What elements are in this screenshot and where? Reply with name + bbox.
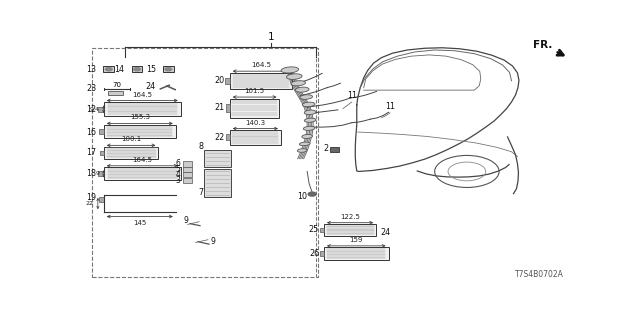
Text: 14: 14 xyxy=(115,65,125,74)
Bar xyxy=(99,129,104,134)
Text: 8: 8 xyxy=(198,141,203,151)
Text: 11: 11 xyxy=(385,102,395,111)
Text: 5: 5 xyxy=(176,165,180,174)
Text: 140.3: 140.3 xyxy=(245,120,266,126)
Text: 24: 24 xyxy=(380,228,390,237)
Text: 122.5: 122.5 xyxy=(340,214,360,220)
Text: 20: 20 xyxy=(214,76,225,85)
Bar xyxy=(163,67,173,72)
Ellipse shape xyxy=(300,142,310,146)
Text: 6: 6 xyxy=(176,159,180,168)
Bar xyxy=(104,125,176,138)
Text: 9: 9 xyxy=(211,237,215,246)
Text: 18: 18 xyxy=(86,169,97,179)
Text: 1: 1 xyxy=(268,32,275,42)
Bar xyxy=(182,167,191,172)
Ellipse shape xyxy=(303,126,315,130)
Circle shape xyxy=(165,68,172,71)
Bar xyxy=(92,48,318,277)
Bar xyxy=(226,134,230,140)
Text: 9: 9 xyxy=(184,216,189,225)
Text: 164.5: 164.5 xyxy=(132,157,152,163)
Text: 25: 25 xyxy=(309,225,319,234)
Bar xyxy=(230,130,281,145)
Bar xyxy=(103,67,114,72)
Bar xyxy=(204,169,231,197)
Text: 13: 13 xyxy=(86,65,97,74)
Text: 15: 15 xyxy=(146,65,156,74)
Bar xyxy=(230,99,280,118)
Text: 11: 11 xyxy=(347,92,357,100)
Text: 19: 19 xyxy=(86,193,97,202)
Text: 164.5: 164.5 xyxy=(251,62,271,68)
Text: 164.5: 164.5 xyxy=(132,92,152,98)
Text: 17: 17 xyxy=(86,148,97,157)
Ellipse shape xyxy=(302,134,312,139)
Text: 7: 7 xyxy=(198,188,203,197)
Text: 22: 22 xyxy=(214,133,225,142)
Bar xyxy=(227,104,230,112)
Bar xyxy=(324,224,376,236)
Text: 101.5: 101.5 xyxy=(244,88,265,94)
Ellipse shape xyxy=(304,118,316,122)
Text: 24: 24 xyxy=(146,82,156,91)
Text: 70: 70 xyxy=(112,82,121,88)
Text: 23: 23 xyxy=(86,84,97,93)
Bar xyxy=(182,172,191,177)
Text: 10: 10 xyxy=(297,192,307,201)
Bar xyxy=(100,150,104,156)
Text: 145: 145 xyxy=(133,220,147,226)
Ellipse shape xyxy=(291,81,305,86)
Bar xyxy=(132,67,143,72)
Text: 3: 3 xyxy=(176,176,180,185)
Circle shape xyxy=(308,192,316,196)
Text: 21: 21 xyxy=(214,103,225,112)
Text: 155.3: 155.3 xyxy=(130,115,150,120)
Bar xyxy=(204,150,231,166)
Bar xyxy=(324,247,388,260)
Ellipse shape xyxy=(287,74,302,79)
Bar xyxy=(330,147,339,152)
Circle shape xyxy=(134,68,140,71)
Bar xyxy=(99,197,104,202)
Ellipse shape xyxy=(304,110,316,115)
Bar xyxy=(99,107,104,112)
Text: 26: 26 xyxy=(309,249,319,258)
Text: 12: 12 xyxy=(86,105,97,114)
Text: 4: 4 xyxy=(176,170,180,179)
Text: T7S4B0702A: T7S4B0702A xyxy=(515,270,564,279)
Ellipse shape xyxy=(300,95,312,99)
Bar xyxy=(104,102,180,116)
Text: 100.1: 100.1 xyxy=(121,136,141,142)
Bar xyxy=(321,228,324,232)
Bar xyxy=(108,91,123,95)
Ellipse shape xyxy=(281,67,299,73)
Bar xyxy=(182,161,191,166)
Text: FR.: FR. xyxy=(533,40,552,50)
Ellipse shape xyxy=(302,102,315,107)
Bar xyxy=(225,78,230,84)
Circle shape xyxy=(106,68,112,71)
Text: 159: 159 xyxy=(349,237,363,243)
Text: 9: 9 xyxy=(96,171,100,176)
Text: 16: 16 xyxy=(86,128,97,137)
Bar xyxy=(104,167,180,180)
Ellipse shape xyxy=(298,149,307,152)
Bar xyxy=(104,147,158,159)
Text: 9.4: 9.4 xyxy=(90,107,100,112)
Ellipse shape xyxy=(296,87,309,92)
Bar xyxy=(319,251,324,256)
Bar xyxy=(182,178,191,183)
Bar xyxy=(230,73,292,89)
Text: 22: 22 xyxy=(86,201,94,206)
Text: 2: 2 xyxy=(323,144,328,153)
Bar xyxy=(99,171,104,176)
